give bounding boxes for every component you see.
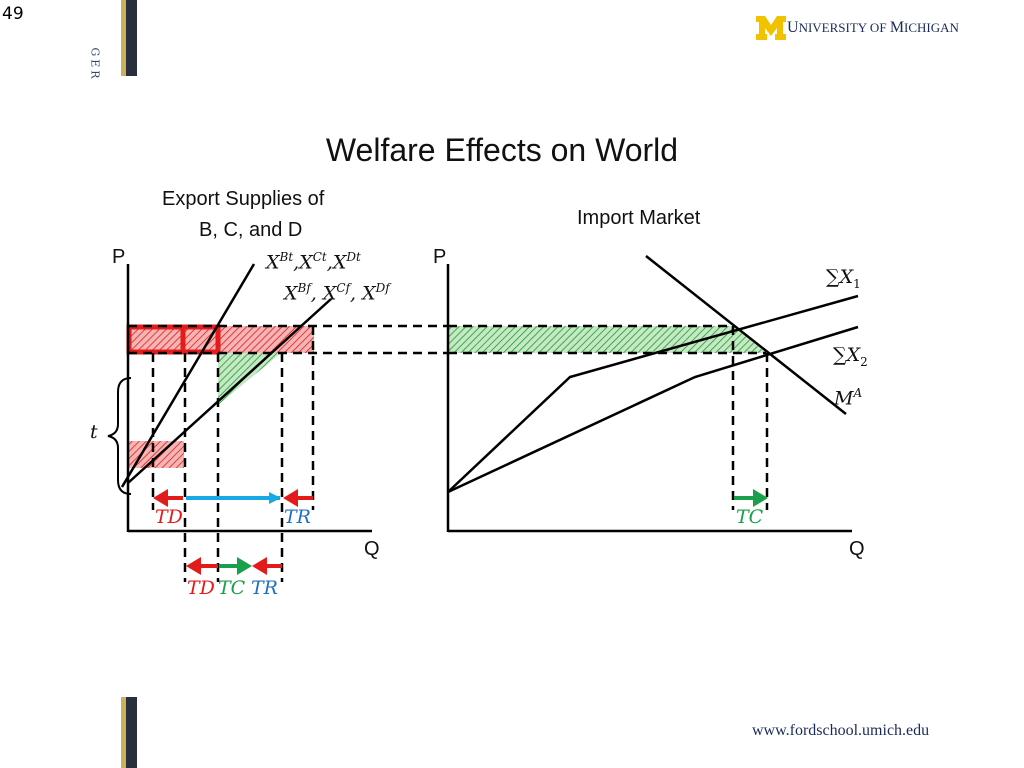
green-triangle xyxy=(218,353,281,405)
right-axis-p-label: P xyxy=(433,246,447,268)
university-name: UNIVERSITY OF MICHIGAN xyxy=(787,19,959,36)
right-heading: Import Market xyxy=(577,207,701,229)
td-arrowhead-bottom xyxy=(186,557,201,575)
sum-x2-curve xyxy=(447,325,859,494)
sum-x2-label: ∑X2 xyxy=(833,344,868,369)
left-panel xyxy=(107,263,448,582)
tc-label-right: TC xyxy=(736,506,764,528)
left-heading-line1: Export Supplies of xyxy=(162,188,325,210)
tr-arrowhead-top xyxy=(283,489,298,507)
tc-arrowhead-bottom xyxy=(237,557,252,575)
university-logo: UNIVERSITY OF MICHIGAN xyxy=(756,16,959,40)
supply-free-label: XBf, XCf, XDf xyxy=(284,281,390,305)
supply-curve-tariff xyxy=(120,263,256,488)
td-arrowhead-top xyxy=(153,489,168,507)
right-axis-q-label: Q xyxy=(849,538,865,560)
tc-label-bottom: TC xyxy=(218,577,246,599)
left-axis-q-label: Q xyxy=(364,538,380,560)
tr-label-bottom: TR xyxy=(251,577,278,599)
import-demand-label: MA xyxy=(834,386,863,410)
left-axis-p-label: P xyxy=(112,246,126,268)
slide-title: Welfare Effects on World xyxy=(325,132,679,168)
tariff-t-label: t xyxy=(90,421,98,443)
supply-curve-free xyxy=(127,298,332,484)
tc-arrowhead-right xyxy=(753,489,768,507)
td-label-top: TD xyxy=(155,506,183,528)
t-brace xyxy=(107,377,132,495)
slide-number: 49 xyxy=(2,4,24,24)
green-trapezoid xyxy=(448,326,766,353)
supply-tariff-label: XBt,XCt,XDt xyxy=(266,250,361,274)
td-label-bottom: TD xyxy=(187,577,215,599)
decorative-bar-bottom xyxy=(121,697,137,768)
right-panel xyxy=(446,255,859,533)
website-url: www.fordschool.umich.edu xyxy=(752,722,930,739)
tr-arrowhead-bottom xyxy=(252,557,267,575)
upper-red-band xyxy=(129,326,314,353)
block-m-logo-icon xyxy=(756,16,786,40)
ma-curve xyxy=(645,255,847,415)
tr-label-top: TR xyxy=(284,506,311,528)
decorative-bar-top xyxy=(121,0,137,76)
sum-x1-curve xyxy=(447,294,859,493)
left-heading-line2: B, C, and D xyxy=(199,219,303,241)
sum-x1-label: ∑X1 xyxy=(826,266,861,291)
